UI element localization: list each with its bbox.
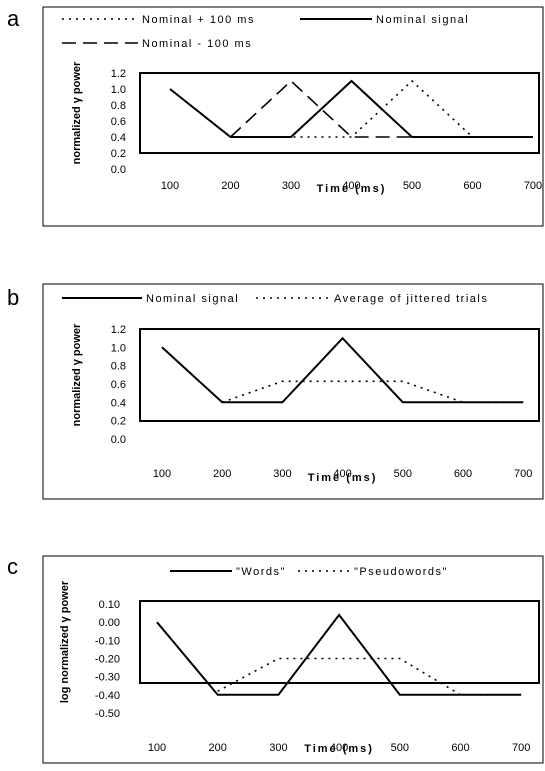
panel-b-frame bbox=[42, 283, 544, 500]
x-tick-label: 600 bbox=[463, 180, 481, 192]
x-tick-label: 100 bbox=[153, 468, 171, 480]
series-line-c-1 bbox=[217, 657, 522, 696]
series-line-a-0 bbox=[230, 79, 474, 138]
x-axis-label: Time (ms) bbox=[317, 183, 387, 195]
legend-b: Nominal signal Average of jittered trial… bbox=[62, 293, 488, 305]
legend-a: Nominal + 100 ms Nominal signal Nominal … bbox=[62, 14, 469, 50]
x-axis-label: Time (ms) bbox=[308, 472, 378, 484]
x-tick-label: 700 bbox=[524, 180, 542, 192]
y-tick-label: -0.40 bbox=[95, 690, 120, 702]
y-tick-label: -0.20 bbox=[95, 654, 120, 666]
legend-b-label-1: Average of jittered trials bbox=[334, 293, 488, 305]
plot-c: -0.50 -0.40 -0.30 -0.20 -0.10 0.00 0.10 100 200 3… bbox=[59, 580, 540, 755]
y-tick-label: -0.30 bbox=[95, 672, 120, 684]
x-tick-label: 400 bbox=[333, 468, 351, 480]
y-tick-label: 1.2 bbox=[111, 324, 126, 336]
x-tick-label: 200 bbox=[221, 180, 239, 192]
panel-label-a: a bbox=[7, 6, 20, 31]
x-tick-label: 300 bbox=[269, 742, 287, 754]
x-tick-label: 500 bbox=[394, 468, 412, 480]
panel-c-frame bbox=[42, 555, 544, 764]
panel-label-b: b bbox=[7, 285, 19, 310]
y-tick-label: 0.8 bbox=[111, 100, 126, 112]
series-line-a-2 bbox=[229, 79, 412, 138]
panel-a-frame bbox=[42, 6, 544, 227]
series-line-c-0 bbox=[156, 613, 522, 696]
legend-a-label-1: Nominal signal bbox=[376, 14, 469, 26]
y-tick-label: 1.2 bbox=[111, 68, 126, 80]
y-tick-label: 1.0 bbox=[111, 84, 126, 96]
x-tick-label: 300 bbox=[282, 180, 300, 192]
plot-b-frame bbox=[139, 328, 540, 422]
y-tick-label: 0.10 bbox=[99, 599, 120, 611]
x-tick-label: 300 bbox=[273, 468, 291, 480]
x-tick-label: 200 bbox=[209, 742, 227, 754]
y-tick-label: 0.6 bbox=[111, 379, 126, 391]
legend-a-label-2: Nominal - 100 ms bbox=[142, 38, 252, 50]
x-tick-label: 500 bbox=[391, 742, 409, 754]
y-tick-label: -0.10 bbox=[95, 635, 120, 647]
x-tick-label: 700 bbox=[512, 742, 530, 754]
y-axis-label: log normalized γ power bbox=[59, 580, 71, 703]
y-tick-label: 0.0 bbox=[111, 164, 126, 176]
x-tick-label: 600 bbox=[454, 468, 472, 480]
legend-c-label-0: "Words" bbox=[236, 566, 286, 578]
series-line-b-1 bbox=[221, 380, 524, 404]
x-tick-label: 100 bbox=[161, 180, 179, 192]
y-tick-label: 0.2 bbox=[111, 148, 126, 160]
legend-a-label-0: Nominal + 100 ms bbox=[142, 14, 255, 26]
y-tick-label: 0.4 bbox=[111, 397, 126, 409]
plot-a: 0.0 0.2 0.4 0.6 0.8 1.0 1.2 100 200 300 400 500 600 7… bbox=[71, 61, 542, 195]
y-tick-label: 1.0 bbox=[111, 342, 126, 354]
y-tick-label: 0.8 bbox=[111, 361, 126, 373]
plot-c-frame bbox=[139, 600, 540, 684]
y-tick-label: 0.6 bbox=[111, 116, 126, 128]
x-tick-label: 600 bbox=[451, 742, 469, 754]
y-tick-label: -0.50 bbox=[95, 708, 120, 720]
x-tick-label: 500 bbox=[403, 180, 421, 192]
y-tick-label: 0.4 bbox=[111, 132, 126, 144]
y-axis-label: normalized γ power bbox=[71, 61, 83, 164]
y-axis-label: normalized γ power bbox=[71, 323, 83, 426]
x-axis-label: Time (ms) bbox=[304, 743, 374, 755]
x-tick-label: 400 bbox=[342, 180, 360, 192]
legend-c-label-1: "Pseudowords" bbox=[354, 566, 448, 578]
plot-a-frame bbox=[139, 72, 540, 154]
x-tick-label: 700 bbox=[514, 468, 532, 480]
x-tick-label: 400 bbox=[330, 742, 348, 754]
legend-c: "Words" "Pseudowords" bbox=[170, 566, 448, 578]
y-tick-label: 0.00 bbox=[99, 617, 120, 629]
series-line-b-0 bbox=[161, 336, 524, 404]
panel-label-c: c bbox=[7, 554, 18, 579]
y-tick-label: 0.0 bbox=[111, 434, 126, 446]
plot-b: 0.0 0.2 0.4 0.6 0.8 1.0 1.2 100 200 300 400 500 600 7… bbox=[71, 323, 540, 484]
x-tick-label: 200 bbox=[213, 468, 231, 480]
series-line-a-1 bbox=[169, 79, 533, 138]
x-tick-label: 100 bbox=[148, 742, 166, 754]
y-tick-label: 0.2 bbox=[111, 416, 126, 428]
legend-b-label-0: Nominal signal bbox=[146, 293, 239, 305]
